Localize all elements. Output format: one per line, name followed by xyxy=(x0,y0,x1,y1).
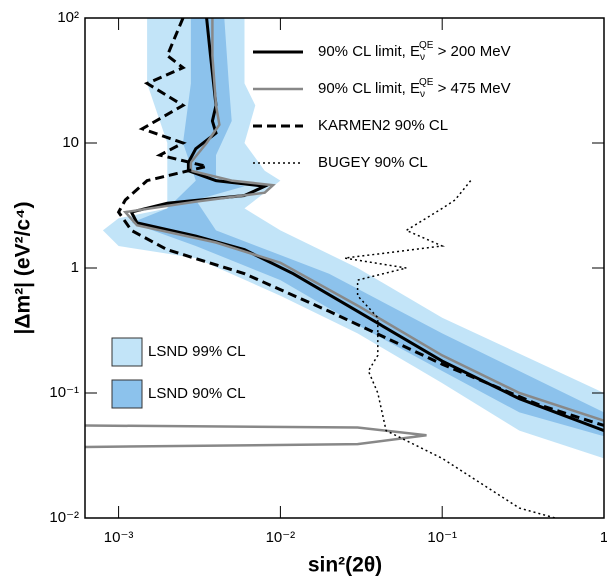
legend-label: KARMEN2 90% CL xyxy=(318,117,448,134)
x-tick-label: 1 xyxy=(600,529,607,546)
x-axis-label: sin²(2θ) xyxy=(308,554,382,577)
x-tick-label: 10⁻² xyxy=(266,529,296,546)
legend-swatch xyxy=(111,337,143,367)
line xyxy=(85,18,604,449)
y-tick-label: 1 xyxy=(71,259,79,276)
legend-label: 90% CL limit, EνQE > 475 MeV xyxy=(318,77,511,100)
y-tick-label: 10 xyxy=(62,134,79,151)
legend-label: BUGEY 90% CL xyxy=(318,154,428,171)
y-tick-label: 10⁻² xyxy=(49,509,79,526)
plot-area xyxy=(85,18,604,518)
legend-label: LSND 90% CL xyxy=(148,385,246,402)
y-tick-label: 10⁻¹ xyxy=(49,384,79,401)
line xyxy=(116,18,604,427)
y-axis-label: |Δm²| (eV²/c⁴) xyxy=(12,202,35,335)
region xyxy=(131,18,604,437)
line xyxy=(344,180,556,518)
x-tick-label: 10⁻³ xyxy=(104,529,134,546)
legend-label: LSND 99% CL xyxy=(148,343,246,360)
legend-swatch xyxy=(111,379,143,409)
y-tick-label: 10² xyxy=(57,9,79,26)
legend-label: 90% CL limit, EνQE > 200 MeV xyxy=(318,40,511,63)
x-tick-label: 10⁻¹ xyxy=(427,529,457,546)
